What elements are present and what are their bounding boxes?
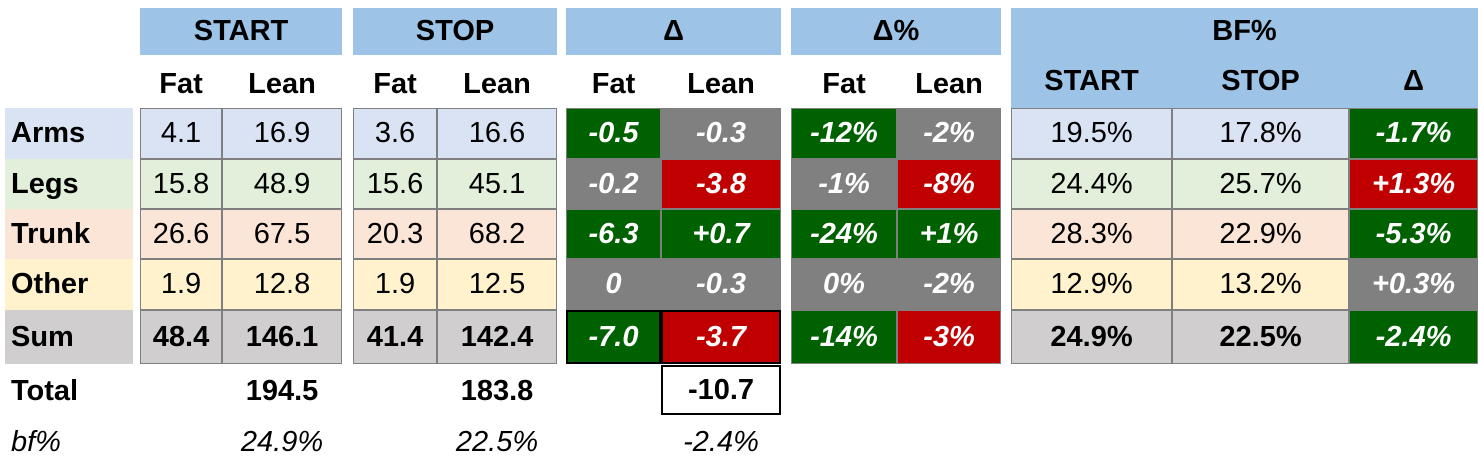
cell-sum-d-fat: -7.0 bbox=[566, 310, 661, 364]
cell-arms-bf-delta: -1.7% bbox=[1349, 108, 1478, 159]
total-start: 194.5 bbox=[245, 374, 319, 407]
cell-sum-stop-fat: 41.4 bbox=[353, 310, 437, 364]
cell-sum-start-fat: 48.4 bbox=[140, 310, 222, 364]
cell-legs-d-fat: -0.2 bbox=[566, 159, 661, 209]
cell-arms-start-lean: 16.9 bbox=[222, 108, 342, 159]
cell-sum-bf-stop: 22.5% bbox=[1172, 310, 1349, 364]
cell-arms-d-fat: -0.5 bbox=[566, 108, 661, 159]
row-label-sum: Sum bbox=[5, 310, 133, 364]
subheader-delta-fat: Fat bbox=[591, 67, 636, 100]
cell-other-start-lean: 12.8 bbox=[222, 259, 342, 310]
subheader-start-lean: Lean bbox=[248, 67, 316, 100]
cell-trunk-bf-stop: 22.9% bbox=[1172, 209, 1349, 259]
cell-arms-d-lean: -0.3 bbox=[661, 108, 781, 159]
cell-trunk-d-lean: +0.7 bbox=[661, 209, 781, 259]
cell-arms-bf-start: 19.5% bbox=[1011, 108, 1172, 159]
cell-other-d-fat: 0 bbox=[566, 259, 661, 310]
bf-start: 24.9% bbox=[240, 425, 324, 458]
cell-arms-stop-fat: 3.6 bbox=[353, 108, 437, 159]
cell-other-dp-lean: -2% bbox=[897, 259, 1001, 310]
cell-legs-dp-fat: -1% bbox=[791, 159, 897, 209]
cell-sum-bf-start: 24.9% bbox=[1011, 310, 1172, 364]
cell-trunk-stop-fat: 20.3 bbox=[353, 209, 437, 259]
cell-trunk-bf-start: 28.3% bbox=[1011, 209, 1172, 259]
cell-other-bf-stop: 13.2% bbox=[1172, 259, 1349, 310]
cell-legs-d-lean: -3.8 bbox=[661, 159, 781, 209]
cell-trunk-start-lean: 67.5 bbox=[222, 209, 342, 259]
cell-other-bf-start: 12.9% bbox=[1011, 259, 1172, 310]
cell-trunk-bf-delta: -5.3% bbox=[1349, 209, 1478, 259]
cell-sum-dp-lean: -3% bbox=[897, 310, 1001, 364]
cell-legs-dp-lean: -8% bbox=[897, 159, 1001, 209]
cell-trunk-start-fat: 26.6 bbox=[140, 209, 222, 259]
cell-other-dp-fat: 0% bbox=[791, 259, 897, 310]
cell-sum-dp-fat: -14% bbox=[791, 310, 897, 364]
total-label: Total bbox=[11, 374, 79, 407]
cell-legs-bf-delta: +1.3% bbox=[1349, 159, 1478, 209]
header-delta: Δ bbox=[566, 8, 781, 55]
row-label-trunk: Trunk bbox=[5, 209, 133, 259]
header-delta-pct: Δ% bbox=[791, 8, 1001, 55]
bf-label: bf% bbox=[11, 425, 61, 458]
subheader-start-fat: Fat bbox=[159, 67, 203, 100]
bf-stop: 22.5% bbox=[455, 425, 539, 458]
cell-sum-stop-lean: 142.4 bbox=[437, 310, 557, 364]
cell-other-d-lean: -0.3 bbox=[661, 259, 781, 310]
subheader-dpct-lean: Lean bbox=[915, 67, 983, 100]
subheader-dpct-fat: Fat bbox=[822, 67, 866, 100]
total-delta: -10.7 bbox=[661, 365, 781, 415]
cell-legs-start-lean: 48.9 bbox=[222, 159, 342, 209]
cell-sum-bf-delta: -2.4% bbox=[1349, 310, 1478, 364]
cell-legs-bf-start: 24.4% bbox=[1011, 159, 1172, 209]
subheader-bf-delta: Δ bbox=[1349, 55, 1478, 108]
header-start: START bbox=[140, 8, 342, 55]
cell-legs-stop-lean: 45.1 bbox=[437, 159, 557, 209]
subheader-stop-lean: Lean bbox=[463, 67, 531, 100]
cell-arms-dp-lean: -2% bbox=[897, 108, 1001, 159]
row-label-legs: Legs bbox=[5, 159, 133, 209]
cell-trunk-dp-lean: +1% bbox=[897, 209, 1001, 259]
row-label-other: Other bbox=[5, 259, 133, 310]
bf-delta: -2.4% bbox=[683, 425, 759, 458]
cell-trunk-stop-lean: 68.2 bbox=[437, 209, 557, 259]
row-label-arms: Arms bbox=[5, 108, 133, 159]
subheader-delta-lean: Lean bbox=[687, 67, 755, 100]
header-stop: STOP bbox=[353, 8, 557, 55]
cell-legs-start-fat: 15.8 bbox=[140, 159, 222, 209]
cell-sum-start-lean: 146.1 bbox=[222, 310, 342, 364]
cell-arms-bf-stop: 17.8% bbox=[1172, 108, 1349, 159]
cell-other-start-fat: 1.9 bbox=[140, 259, 222, 310]
cell-arms-dp-fat: -12% bbox=[791, 108, 897, 159]
header-bf-pct: BF% bbox=[1011, 8, 1478, 55]
cell-trunk-dp-fat: -24% bbox=[791, 209, 897, 259]
subheader-stop-fat: Fat bbox=[373, 67, 417, 100]
cell-other-stop-fat: 1.9 bbox=[353, 259, 437, 310]
cell-trunk-d-fat: -6.3 bbox=[566, 209, 661, 259]
cell-arms-stop-lean: 16.6 bbox=[437, 108, 557, 159]
cell-legs-bf-stop: 25.7% bbox=[1172, 159, 1349, 209]
cell-legs-stop-fat: 15.6 bbox=[353, 159, 437, 209]
cell-sum-d-lean: -3.7 bbox=[661, 310, 781, 364]
total-stop: 183.8 bbox=[460, 374, 534, 407]
cell-arms-start-fat: 4.1 bbox=[140, 108, 222, 159]
subheader-bf-start: START bbox=[1011, 55, 1172, 108]
cell-other-bf-delta: +0.3% bbox=[1349, 259, 1478, 310]
cell-other-stop-lean: 12.5 bbox=[437, 259, 557, 310]
subheader-bf-stop: STOP bbox=[1172, 55, 1349, 108]
